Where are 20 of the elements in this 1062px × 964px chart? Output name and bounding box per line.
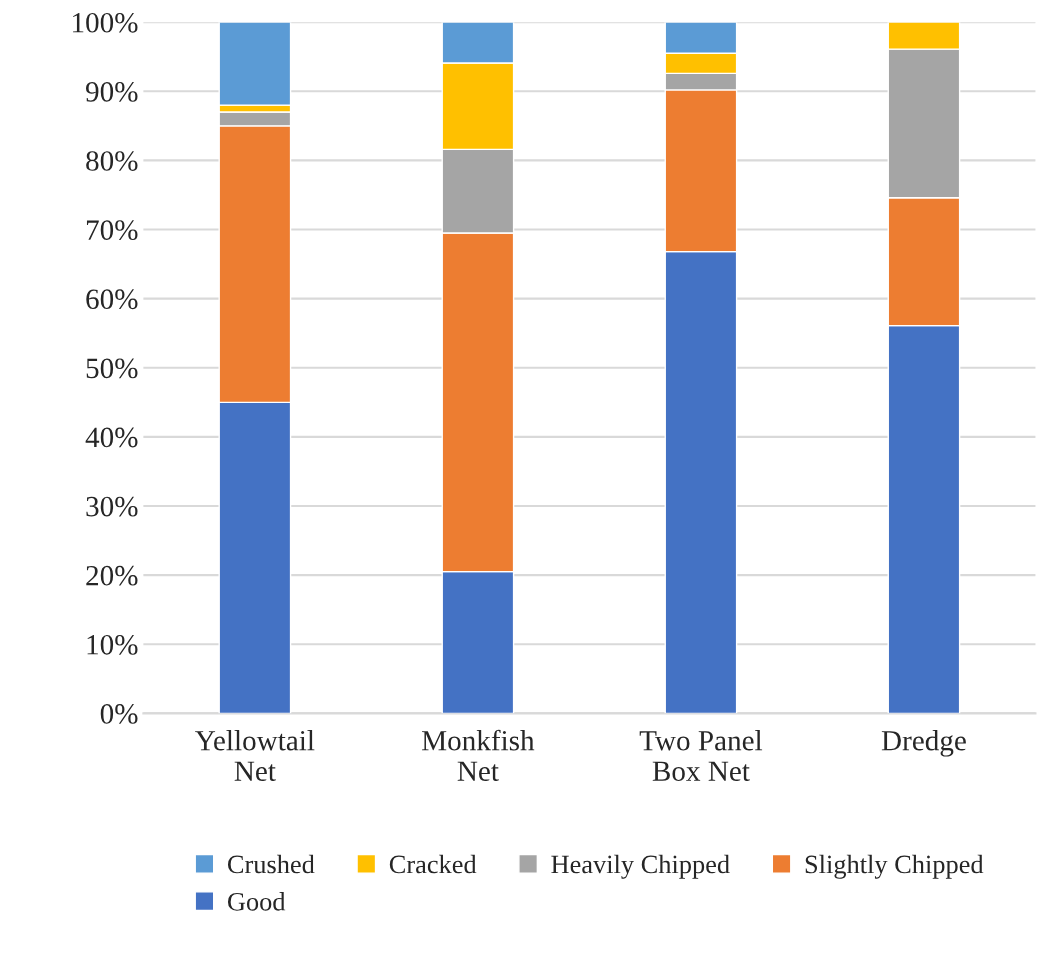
y-tick-label: 90% bbox=[85, 82, 138, 102]
y-tick-label: 30% bbox=[86, 496, 138, 517]
legend-label: Heavily Chipped bbox=[551, 854, 730, 879]
legend-label: Slightly Chipped bbox=[805, 854, 984, 879]
y-tick-label: 80% bbox=[86, 151, 138, 171]
y-tick-label: 60% bbox=[86, 289, 138, 310]
y-tick-label: 70% bbox=[86, 220, 138, 241]
x-tick-label: Dredge bbox=[881, 730, 966, 757]
y-tick-label: 100% bbox=[73, 12, 138, 33]
y-tick-label: 20% bbox=[86, 565, 138, 586]
legend-label: Good bbox=[227, 892, 286, 911]
y-tick-label: 0% bbox=[100, 704, 138, 724]
y-tick-label: 40% bbox=[85, 427, 138, 448]
y-tick-label: 50% bbox=[86, 358, 138, 379]
x-tick-label: Monkfish Net bbox=[422, 729, 535, 782]
x-tick-label: Yellowtail Net bbox=[195, 730, 315, 782]
legend-label: Crushed bbox=[227, 854, 315, 874]
legend-label: Cracked bbox=[389, 854, 477, 874]
x-tick-label: Two Panel Box Net bbox=[639, 730, 763, 782]
y-tick-label: 10% bbox=[87, 634, 138, 655]
